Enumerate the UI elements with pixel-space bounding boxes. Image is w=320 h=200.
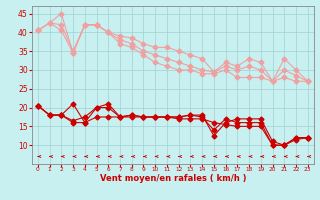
X-axis label: Vent moyen/en rafales ( km/h ): Vent moyen/en rafales ( km/h ) [100,174,246,183]
